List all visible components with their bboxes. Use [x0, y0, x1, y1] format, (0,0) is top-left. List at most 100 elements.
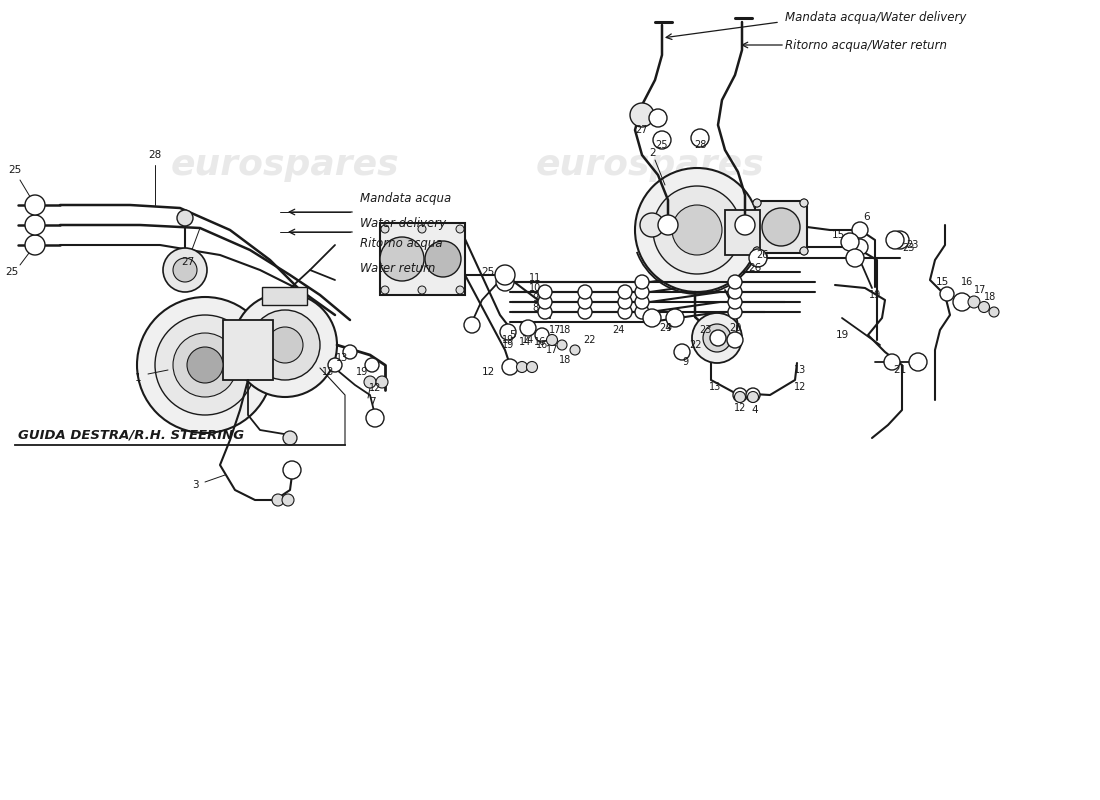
Circle shape [456, 286, 464, 294]
Circle shape [578, 295, 592, 309]
Text: 25: 25 [482, 267, 495, 277]
Circle shape [25, 215, 45, 235]
Circle shape [283, 461, 301, 479]
Circle shape [155, 315, 255, 415]
Text: eurospares: eurospares [536, 148, 764, 182]
Circle shape [754, 199, 761, 207]
Circle shape [630, 103, 654, 127]
Circle shape [940, 287, 954, 301]
Circle shape [343, 345, 358, 359]
Circle shape [233, 293, 337, 397]
Circle shape [618, 295, 632, 309]
Text: 4: 4 [751, 405, 758, 415]
Circle shape [364, 376, 376, 388]
Circle shape [272, 494, 284, 506]
Text: 24: 24 [612, 325, 624, 335]
Text: 17: 17 [546, 345, 558, 355]
Text: 12: 12 [368, 383, 382, 393]
Text: 15: 15 [935, 277, 948, 287]
Circle shape [328, 358, 342, 372]
Circle shape [282, 494, 294, 506]
Text: 17: 17 [549, 325, 561, 335]
Circle shape [800, 199, 808, 207]
Text: 25: 25 [6, 267, 19, 277]
Text: 2: 2 [650, 148, 657, 158]
Circle shape [653, 131, 671, 149]
Text: 7: 7 [368, 397, 375, 407]
Text: 21: 21 [893, 365, 906, 375]
Circle shape [754, 199, 761, 207]
Circle shape [547, 334, 558, 346]
Text: 14: 14 [521, 335, 535, 345]
Text: 16: 16 [536, 340, 548, 350]
Circle shape [527, 362, 538, 373]
Circle shape [846, 249, 864, 267]
Circle shape [520, 320, 536, 336]
Circle shape [735, 391, 746, 402]
Circle shape [635, 275, 649, 289]
Circle shape [187, 347, 223, 383]
Text: 23: 23 [698, 325, 712, 335]
Circle shape [748, 391, 759, 402]
Circle shape [852, 222, 868, 238]
Circle shape [754, 247, 761, 255]
Circle shape [381, 286, 389, 294]
Circle shape [250, 310, 320, 380]
Text: 19: 19 [502, 335, 514, 345]
Circle shape [578, 305, 592, 319]
Circle shape [842, 233, 859, 251]
Circle shape [666, 309, 684, 327]
Text: Mandata acqua: Mandata acqua [360, 192, 451, 205]
Circle shape [557, 340, 566, 350]
Bar [755, 201, 807, 253]
Circle shape [535, 328, 549, 342]
Circle shape [953, 293, 971, 311]
Text: 27: 27 [636, 125, 648, 135]
Circle shape [538, 305, 552, 319]
Circle shape [640, 213, 664, 237]
Circle shape [644, 309, 661, 327]
Circle shape [653, 186, 741, 274]
Bar [725, 210, 760, 255]
Circle shape [538, 295, 552, 309]
Text: 6: 6 [864, 212, 870, 222]
Text: 26: 26 [756, 250, 768, 260]
Circle shape [800, 199, 808, 207]
Circle shape [502, 359, 518, 375]
Text: 18: 18 [983, 292, 997, 302]
Circle shape [658, 215, 678, 235]
Text: 8: 8 [532, 303, 538, 313]
Text: 26: 26 [748, 263, 761, 273]
Text: 18: 18 [559, 325, 571, 335]
Circle shape [163, 248, 207, 292]
Text: 20: 20 [729, 323, 741, 333]
Text: Water return: Water return [360, 262, 436, 275]
Text: GUIDA DESTRA/R.H. STEERING: GUIDA DESTRA/R.H. STEERING [18, 429, 244, 442]
Circle shape [635, 168, 759, 292]
Circle shape [618, 305, 632, 319]
Circle shape [496, 273, 514, 291]
Text: 9: 9 [532, 293, 538, 303]
Circle shape [418, 286, 426, 294]
Circle shape [495, 265, 515, 285]
Circle shape [381, 225, 389, 233]
Circle shape [800, 247, 808, 255]
Circle shape [703, 324, 732, 352]
Text: 25: 25 [9, 165, 22, 175]
Text: 12: 12 [482, 367, 495, 377]
Circle shape [710, 330, 726, 346]
Text: 17: 17 [974, 285, 987, 295]
Text: 10: 10 [529, 283, 541, 293]
Text: 19: 19 [869, 290, 881, 300]
Circle shape [517, 362, 528, 373]
Circle shape [968, 296, 980, 308]
Circle shape [728, 285, 743, 299]
Circle shape [762, 208, 800, 246]
Text: Water delivery: Water delivery [360, 217, 447, 230]
Text: 13: 13 [322, 367, 334, 377]
Text: 18: 18 [559, 355, 571, 365]
Text: 22: 22 [689, 340, 702, 350]
Text: 12: 12 [794, 382, 806, 392]
Text: Ritorno acqua: Ritorno acqua [360, 237, 442, 250]
Circle shape [989, 307, 999, 317]
